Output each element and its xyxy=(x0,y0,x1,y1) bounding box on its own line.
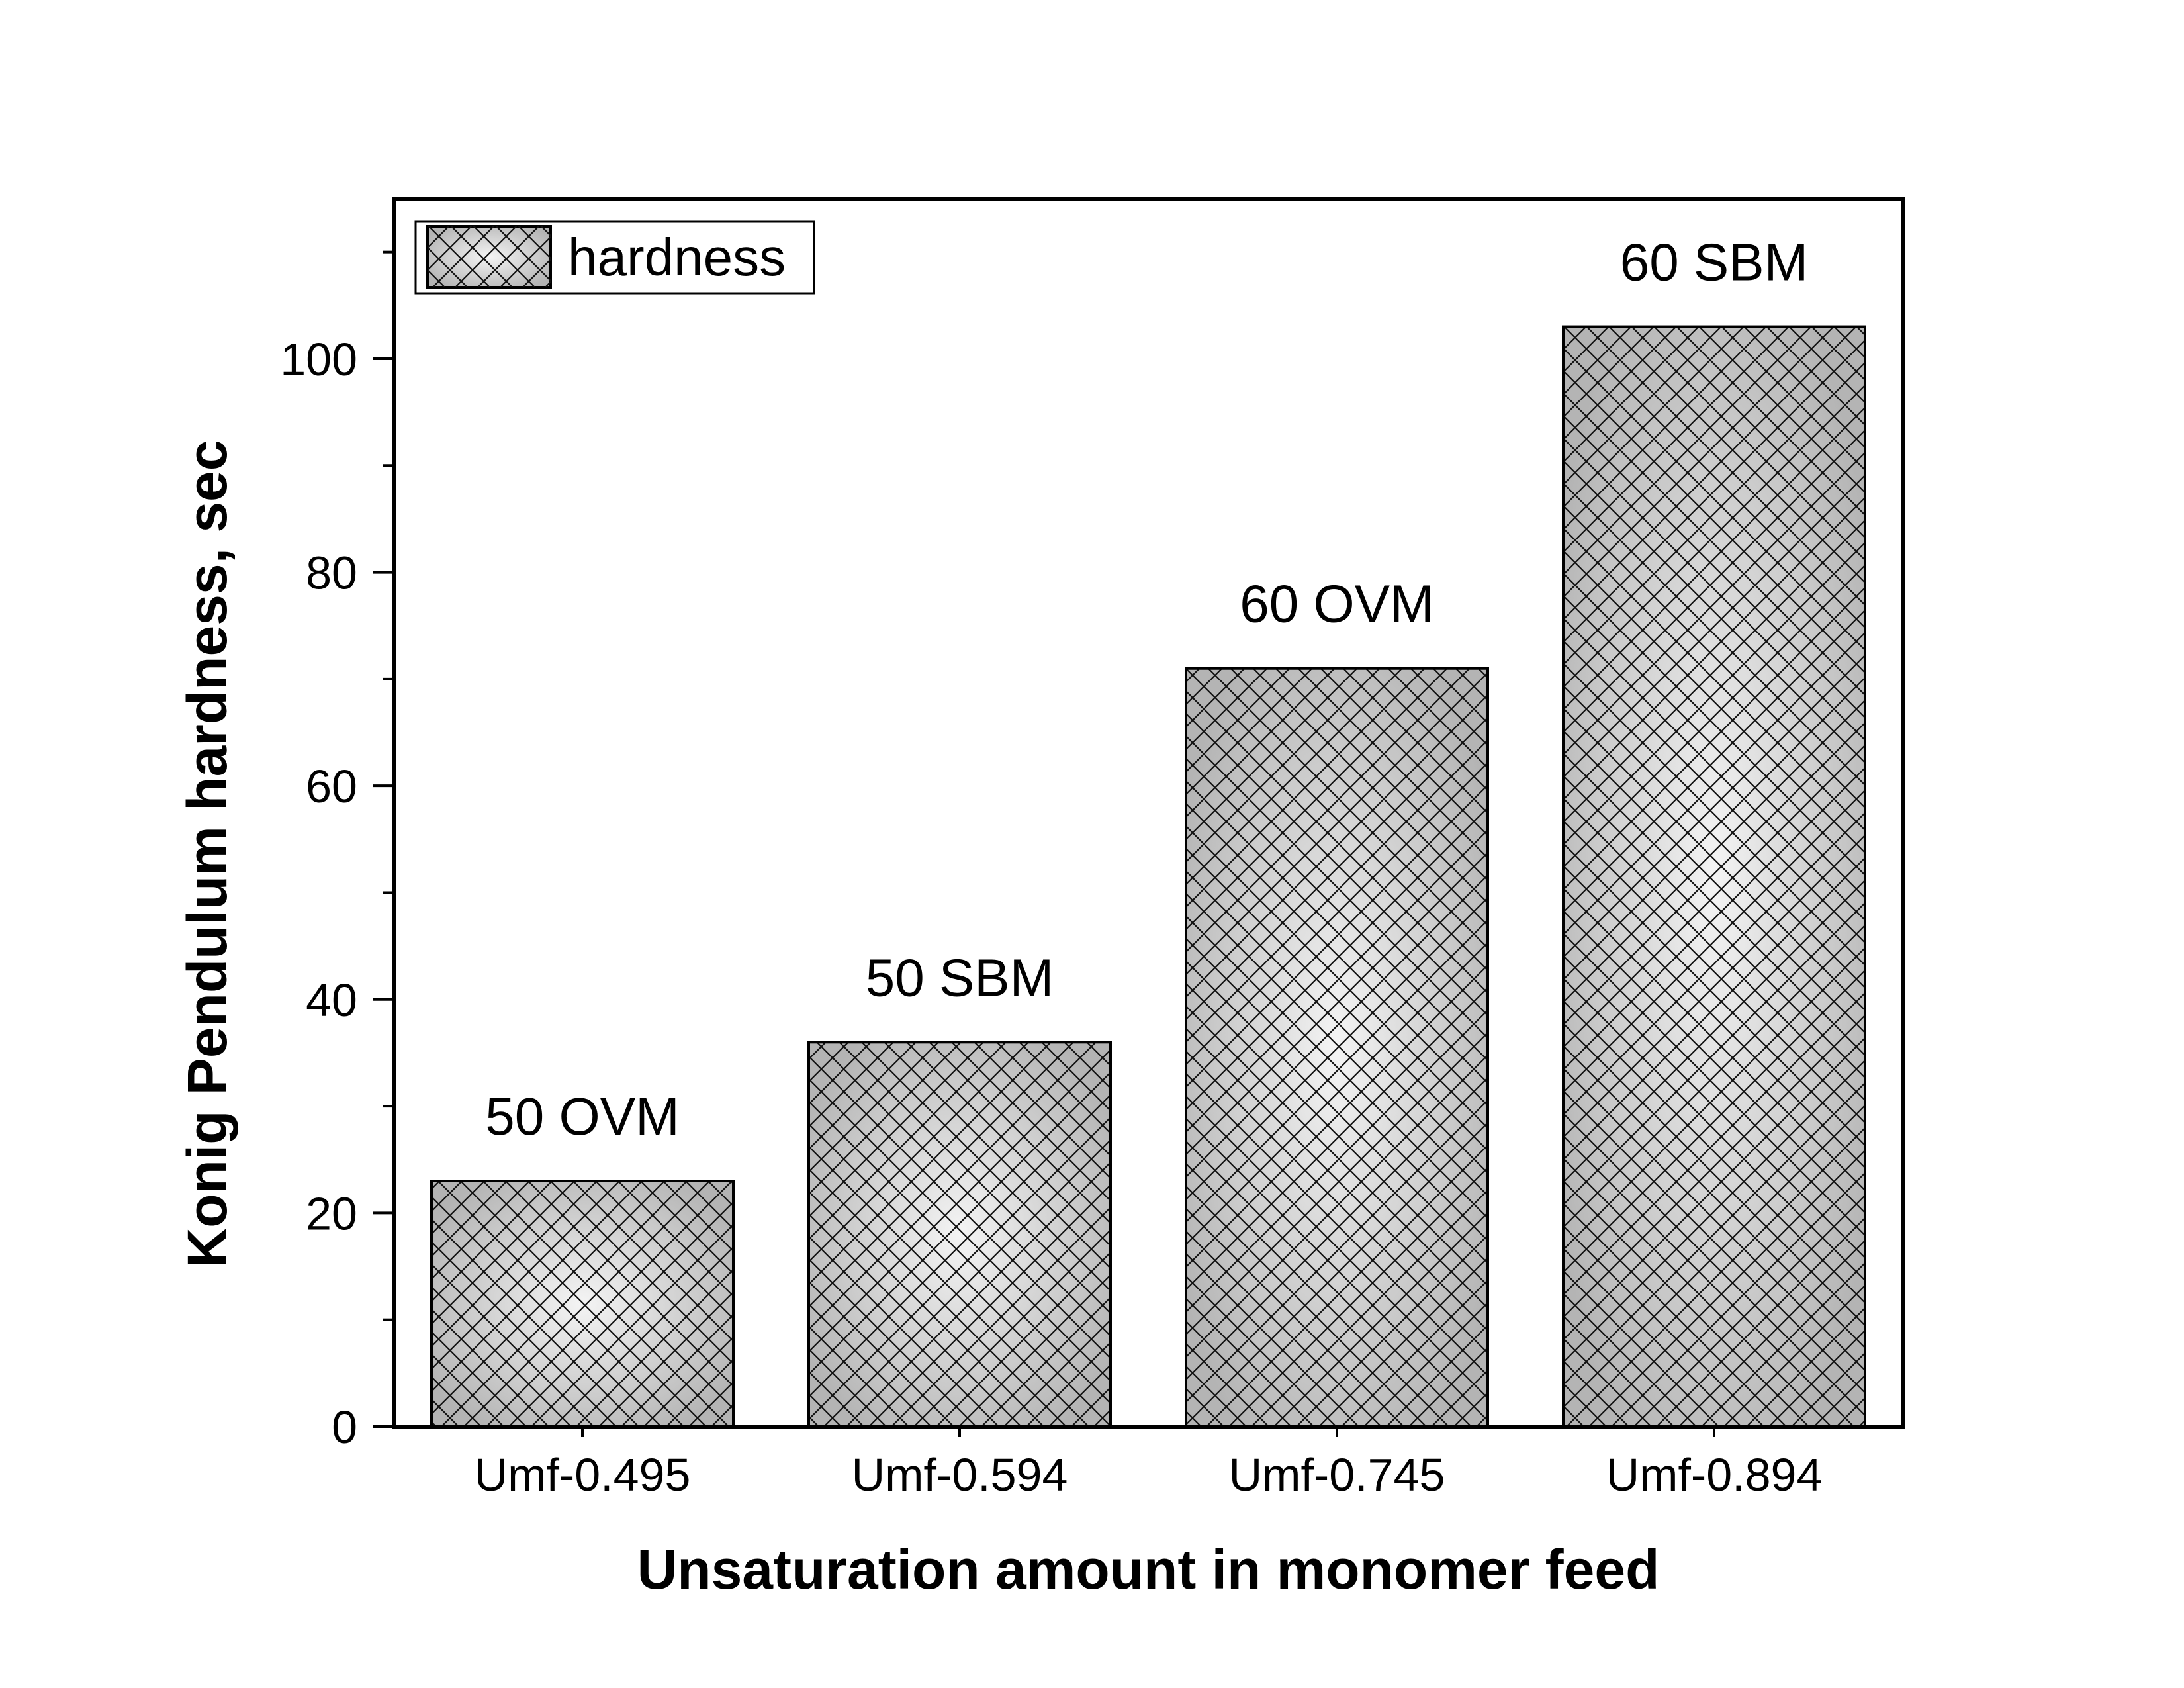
bar-label-2: 50 SBM xyxy=(866,948,1054,1007)
y-tick-label-80: 80 xyxy=(306,547,357,599)
bar-label-1: 50 OVM xyxy=(485,1087,679,1146)
y-axis-title: Konig Pendulum hardness, sec xyxy=(176,440,238,1268)
x-tick-label-1: Umf-0.495 xyxy=(475,1449,691,1501)
bar-label-4: 60 SBM xyxy=(1620,233,1809,292)
x-axis-ticks: Umf-0.495 Umf-0.594 Umf-0.745 Umf-0.894 xyxy=(475,1427,1823,1501)
bar-hatch-2 xyxy=(807,1041,1112,1428)
x-tick-label-2: Umf-0.594 xyxy=(852,1449,1068,1501)
bar-hatch-1 xyxy=(430,1180,735,1428)
plot-frame xyxy=(392,197,1905,1429)
legend: hardness xyxy=(414,220,815,295)
bars-group xyxy=(430,325,1866,1429)
bar-label-3: 60 OVM xyxy=(1240,575,1433,633)
bar-labels-group: 50 OVM 50 SBM 60 OVM 60 SBM xyxy=(485,233,1808,1146)
y-tick-label-40: 40 xyxy=(306,974,357,1026)
y-tick-label-0: 0 xyxy=(332,1401,357,1453)
y-tick-label-60: 60 xyxy=(306,761,357,812)
x-tick-label-3: Umf-0.745 xyxy=(1229,1449,1445,1501)
legend-label: hardness xyxy=(568,228,786,287)
y-tick-label-20: 20 xyxy=(306,1188,357,1239)
x-axis-title: Unsaturation amount in monomer feed xyxy=(637,1538,1660,1601)
bar-hatch-4 xyxy=(1562,325,1866,1429)
y-axis-ticks: 0 20 40 60 80 100 xyxy=(280,250,394,1453)
bar-hatch-3 xyxy=(1185,667,1489,1428)
legend-swatch-hatch xyxy=(428,226,551,287)
y-tick-label-100: 100 xyxy=(280,334,357,385)
x-tick-label-4: Umf-0.894 xyxy=(1606,1449,1823,1501)
